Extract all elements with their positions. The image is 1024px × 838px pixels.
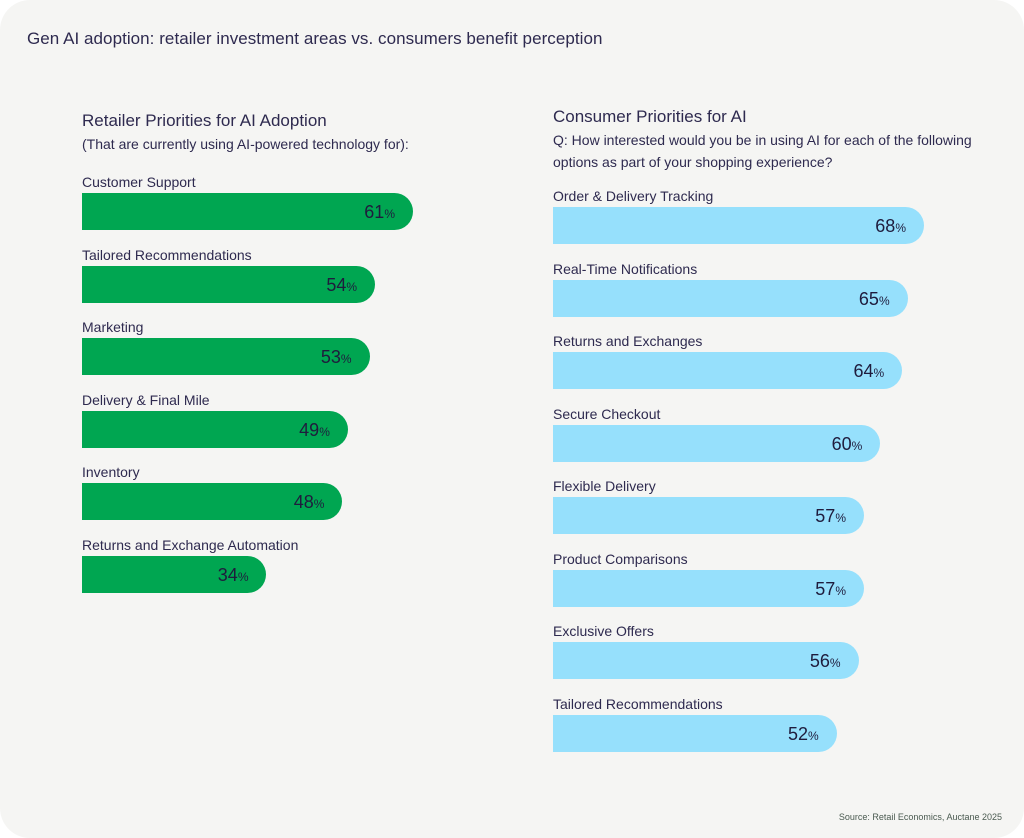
category-label: Flexible Delivery (553, 478, 656, 494)
value-label: 68% (875, 216, 906, 236)
value-label: 60% (831, 433, 863, 454)
source-note: Source: Retail Economics, Auctane 2025 (838, 812, 1002, 822)
retailer-chart-title: Retailer Priorities for AI Adoption (82, 111, 327, 130)
consumer-bar: 56% (553, 642, 859, 679)
category-label: Order & Delivery Tracking (553, 188, 714, 204)
retailer-bar: 54% (82, 265, 376, 303)
category-label: Customer Support (82, 174, 196, 190)
retailer-chart-subtitle: (That are currently using AI-powered tec… (82, 136, 409, 152)
consumer-bar: 52% (553, 714, 837, 752)
retailer-bar: 34% (82, 555, 267, 593)
value-label: 64% (853, 361, 885, 381)
consumer-bar-row: Returns and Exchanges 64% (553, 332, 983, 390)
value-label: 54% (326, 274, 358, 295)
consumer-bar: 64% (553, 352, 903, 389)
consumer-bar-row: Secure Checkout 60% (553, 405, 983, 463)
value-label: 49% (299, 419, 330, 440)
retailer-bar-row: Tailored Recommendations 54% (82, 246, 502, 304)
retailer-bar-row: Inventory 48% (82, 463, 502, 521)
consumer-chart-title: Consumer Priorities for AI (553, 107, 747, 126)
consumer-bar-row: Flexible Delivery 57% (553, 477, 983, 535)
category-label: Delivery & Final Mile (82, 391, 210, 408)
value-label: 48% (293, 492, 325, 512)
consumer-bar-row: Tailored Recommendations 52% (553, 695, 983, 753)
consumer-bar-row: Real-Time Notifications 65% (553, 260, 983, 318)
value-label: 57% (815, 578, 846, 599)
category-label: Inventory (82, 464, 140, 480)
retailer-bar: 48% (82, 483, 343, 520)
consumer-panel: Consumer Priorities for AI Q: How intere… (553, 106, 983, 752)
page-title: Gen AI adoption: retailer investment are… (27, 29, 603, 48)
consumer-bar: 68% (553, 207, 924, 244)
retailer-bar: 61% (82, 193, 413, 230)
retailer-bar: 49% (82, 410, 348, 448)
value-label: 56% (809, 651, 841, 671)
consumer-bar: 57% (553, 497, 864, 534)
category-label: Tailored Recommendations (553, 695, 723, 712)
value-label: 52% (788, 723, 819, 744)
value-label: 34% (217, 564, 249, 585)
category-label: Returns and Exchanges (553, 333, 703, 349)
value-label: 61% (364, 202, 395, 222)
consumer-bar-row: Product Comparisons 57% (553, 550, 983, 608)
retailer-bar-row: Marketing 53% (82, 318, 502, 376)
category-label: Tailored Recommendations (82, 246, 252, 263)
category-label: Secure Checkout (553, 405, 661, 422)
retailer-bar-row: Customer Support 61% (82, 173, 502, 231)
retailer-bar-row: Returns and Exchange Automation 34% (82, 536, 502, 594)
category-label: Marketing (82, 319, 144, 335)
consumer-bar-row: Exclusive Offers 56% (553, 622, 983, 680)
consumer-bar: 57% (553, 569, 864, 607)
consumer-chart-subtitle: Q: How interested would you be in using … (553, 132, 972, 170)
value-label: 53% (320, 347, 352, 367)
consumer-bar: 60% (553, 424, 881, 462)
retailer-panel: Retailer Priorities for AI Adoption (Tha… (82, 110, 502, 593)
category-label: Returns and Exchange Automation (82, 536, 299, 553)
category-label: Exclusive Offers (553, 623, 654, 639)
consumer-bar-row: Order & Delivery Tracking 68% (553, 187, 983, 245)
consumer-bar: 65% (553, 279, 908, 317)
category-label: Real-Time Notifications (553, 260, 698, 277)
category-label: Product Comparisons (553, 550, 688, 567)
value-label: 57% (815, 506, 846, 526)
retailer-bar-row: Delivery & Final Mile 49% (82, 391, 502, 449)
value-label: 65% (858, 288, 890, 309)
retailer-bar: 53% (82, 338, 370, 375)
